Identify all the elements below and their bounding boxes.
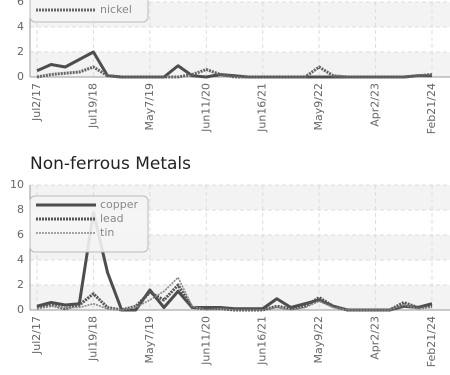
chart-title: Non-ferrous Metals [30,154,191,174]
x-tick-label: Apr2/23 [369,316,382,360]
y-tick-label: 6 [17,228,24,241]
series-line [36,65,433,79]
x-tick-label: May7/19 [143,83,156,130]
legend-label: tin [100,226,114,239]
x-tick-label: Jul19/18 [86,83,99,129]
y-tick-label: 2 [17,45,24,58]
x-tick-label: May7/19 [143,316,156,363]
x-tick-label: Jul2/17 [30,83,43,122]
x-tick-label: Apr2/23 [369,83,382,127]
legend-label: copper [100,198,139,211]
legend-label: nickel [100,3,132,16]
x-tick-label: Jun16/21 [256,316,269,366]
x-tick-label: Feb21/24 [425,316,438,367]
x-tick-label: Jun16/21 [256,83,269,133]
y-tick-label: 0 [17,303,24,316]
y-tick-label: 10 [10,178,24,191]
y-tick-label: 2 [17,278,24,291]
legend-box [29,195,149,253]
x-tick-label: Jun11/20 [199,316,212,366]
x-tick-label: May9/22 [312,83,325,130]
y-tick-label: 6 [17,0,24,8]
y-tick-label: 4 [17,20,24,33]
y-tick-label: 8 [17,203,24,216]
x-tick-label: Jun11/20 [199,83,212,133]
x-tick-label: Feb21/24 [425,83,438,134]
y-tick-label: 4 [17,253,24,266]
series-line [36,276,433,311]
x-tick-label: Jul2/17 [30,316,43,355]
y-tick-label: 0 [17,70,24,83]
legend-label: lead [100,212,124,225]
x-tick-label: May9/22 [312,316,325,363]
x-tick-label: Jul19/18 [86,316,99,362]
